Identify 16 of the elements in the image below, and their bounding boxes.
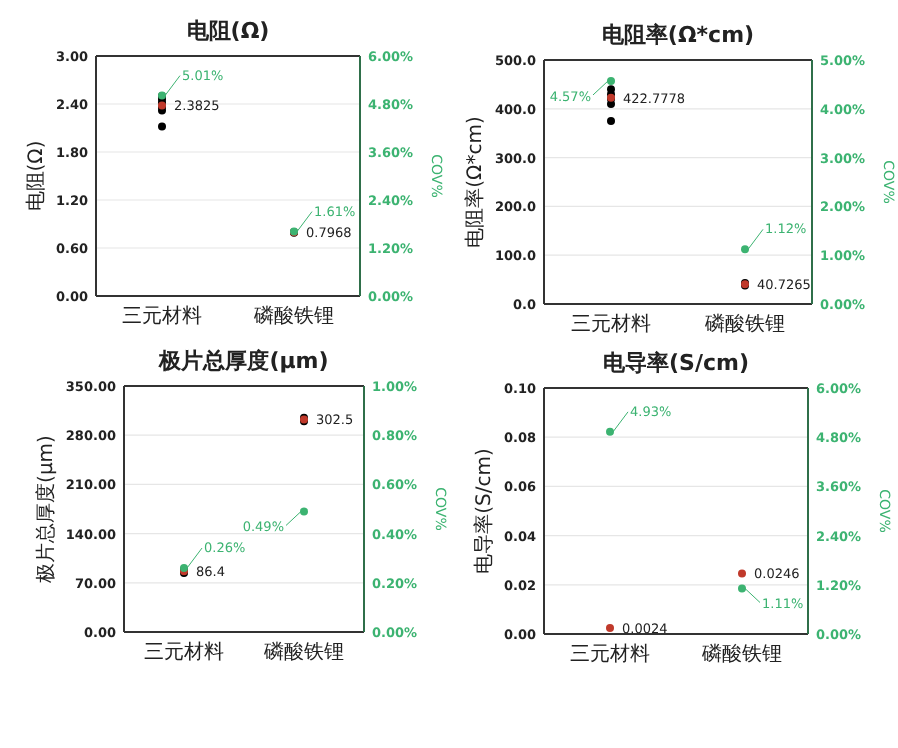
y-axis-title: 电导率(S/cm) (471, 448, 496, 574)
chart-title: 电阻率(Ω*cm) (601, 22, 755, 48)
chart-title: 电阻(Ω) (186, 18, 270, 44)
y-axis-title: 电阻率(Ω*cm) (463, 116, 487, 248)
chart-title: 极片总厚度(μm) (157, 348, 329, 374)
chart-title: 电导率(S/cm) (603, 350, 749, 376)
x-tick-label: 磷酸铁锂 (703, 312, 785, 336)
x-tick-label: 三元材料 (144, 640, 224, 664)
y-axis-title: 极片总厚度(μm) (34, 434, 59, 585)
x-tick-label: 三元材料 (570, 642, 650, 666)
x-tick-label: 三元材料 (571, 312, 651, 336)
x-tick-label: 磷酸铁锂 (700, 642, 782, 666)
x-tick-label: 磷酸铁锂 (262, 640, 344, 664)
x-tick-label: 磷酸铁锂 (252, 304, 334, 328)
x-tick-label: 三元材料 (122, 304, 202, 328)
y-axis-title: 电阻(Ω) (23, 140, 48, 212)
